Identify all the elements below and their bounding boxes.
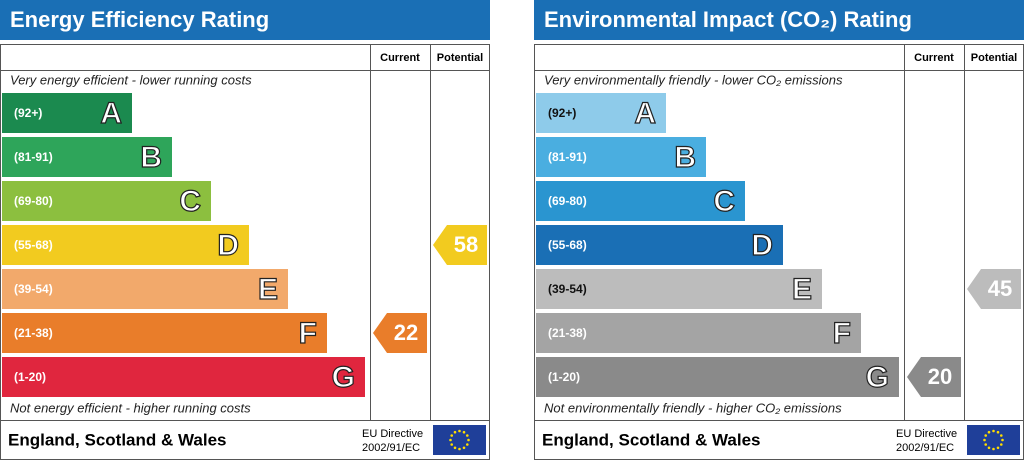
- band-letter: F: [299, 317, 317, 350]
- band-letter: B: [674, 141, 696, 174]
- band-range: (55-68): [548, 238, 587, 252]
- eu-star: [465, 434, 469, 437]
- top-note: Very environmentally friendly - lower CO…: [544, 72, 843, 87]
- directive: 2002/91/EC: [896, 442, 954, 454]
- rating-arrow: [433, 225, 487, 265]
- rating-value: 20: [928, 364, 952, 389]
- eu-star: [450, 434, 454, 437]
- rating-value: 22: [394, 320, 418, 345]
- eu-star: [1001, 438, 1004, 442]
- band-range: (81-91): [14, 150, 53, 164]
- rating-bar: [2, 313, 327, 353]
- eu-star: [987, 430, 991, 434]
- band-letter: G: [866, 361, 889, 394]
- rating-value: 45: [988, 276, 1012, 301]
- column-header: Current: [914, 52, 954, 64]
- band-letter: E: [792, 273, 812, 306]
- rating-bar: [2, 357, 365, 397]
- rating-bar: [536, 137, 706, 177]
- eu-star: [984, 443, 988, 446]
- eu-star: [992, 429, 995, 433]
- band-letter: E: [258, 273, 278, 306]
- footer-region: England, Scotland & Wales: [8, 430, 227, 449]
- rating-bar: [536, 93, 666, 133]
- eu-star: [467, 438, 470, 442]
- rating-bar: [2, 269, 288, 309]
- rating-bar: [2, 181, 211, 221]
- band-range: (92+): [548, 106, 576, 120]
- eu-star: [992, 447, 995, 451]
- band-letter: D: [751, 229, 773, 262]
- rating-bar: [2, 93, 132, 133]
- eu-star: [999, 434, 1003, 437]
- eu-star: [996, 446, 1000, 450]
- rating-bar: [2, 225, 249, 265]
- eu-star: [996, 430, 1000, 434]
- band-range: (81-91): [548, 150, 587, 164]
- rating-arrow: [373, 313, 427, 353]
- band-range: (1-20): [548, 370, 580, 384]
- directive: EU Directive: [362, 428, 423, 440]
- band-letter: B: [140, 141, 162, 174]
- panel-title: Energy Efficiency Rating: [10, 7, 269, 32]
- band-range: (1-20): [14, 370, 46, 384]
- top-note: Very energy efficient - lower running co…: [10, 72, 252, 87]
- band-range: (21-38): [548, 326, 587, 340]
- eu-star: [458, 429, 461, 433]
- title-bar: [534, 0, 1024, 40]
- eu-flag: [433, 425, 486, 455]
- band-range: (92+): [14, 106, 42, 120]
- eu-star: [458, 447, 461, 451]
- footer-region: England, Scotland & Wales: [542, 430, 761, 449]
- directive: 2002/91/EC: [362, 442, 420, 454]
- band-letter: A: [634, 97, 656, 130]
- band-letter: F: [833, 317, 851, 350]
- eu-star: [987, 446, 991, 450]
- band-letter: A: [100, 97, 122, 130]
- rating-bar: [536, 357, 899, 397]
- directive: EU Directive: [896, 428, 957, 440]
- rating-bar: [2, 137, 172, 177]
- band-range: (69-80): [548, 194, 587, 208]
- band-range: (21-38): [14, 326, 53, 340]
- rating-arrow: [907, 357, 961, 397]
- eu-star: [450, 443, 454, 446]
- rating-value: 58: [454, 232, 478, 257]
- panel-title: Environmental Impact (CO₂) Rating: [544, 7, 912, 32]
- band-letter: G: [332, 361, 355, 394]
- rating-arrow: [967, 269, 1021, 309]
- band-letter: C: [713, 185, 735, 218]
- title-bar: [0, 0, 490, 40]
- eu-star: [999, 443, 1003, 446]
- band-range: (55-68): [14, 238, 53, 252]
- bottom-note: Not environmentally friendly - higher CO…: [544, 400, 842, 415]
- column-header: Potential: [437, 52, 483, 64]
- band-range: (69-80): [14, 194, 53, 208]
- eu-star: [462, 430, 466, 434]
- rating-bar: [536, 269, 822, 309]
- eu-flag: [967, 425, 1020, 455]
- band-range: (39-54): [14, 282, 53, 296]
- band-range: (39-54): [548, 282, 587, 296]
- eu-star: [453, 446, 457, 450]
- eu-star: [465, 443, 469, 446]
- rating-bar: [536, 225, 783, 265]
- column-header: Potential: [971, 52, 1017, 64]
- eu-star: [449, 438, 452, 442]
- rating-bar: [536, 181, 745, 221]
- column-header: Current: [380, 52, 420, 64]
- eu-star: [984, 434, 988, 437]
- band-letter: C: [179, 185, 201, 218]
- rating-bar: [536, 313, 861, 353]
- eu-star: [453, 430, 457, 434]
- band-letter: D: [217, 229, 239, 262]
- bottom-note: Not energy efficient - higher running co…: [10, 400, 251, 415]
- eu-star: [983, 438, 986, 442]
- eu-star: [462, 446, 466, 450]
